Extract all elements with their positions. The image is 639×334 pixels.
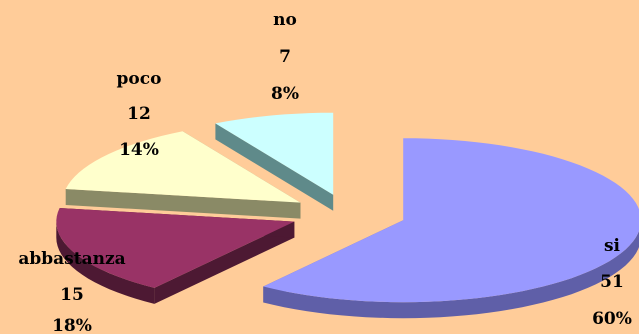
label-no-value: 7 <box>279 47 291 67</box>
label-poco-value: 12 <box>127 104 151 124</box>
label-abbastanza-name: abbastanza <box>18 249 125 269</box>
label-poco-percent: 14% <box>119 140 159 160</box>
label-poco-name: poco <box>117 69 162 89</box>
label-abbastanza-value: 15 <box>60 285 84 305</box>
slice-abbastanza-wall-start <box>154 221 295 304</box>
slice-poco <box>65 131 301 203</box>
label-no-percent: 8% <box>271 84 299 104</box>
slice-abbastanza-side <box>56 221 155 304</box>
slice-no <box>215 112 334 195</box>
label-abbastanza-percent: 18% <box>52 316 92 334</box>
slice-poco-wall-start <box>65 189 301 219</box>
label-si-name: si <box>604 236 621 256</box>
pie-slices <box>56 112 639 319</box>
slice-no-wall-start <box>215 123 334 211</box>
slice-abbastanza <box>56 208 295 288</box>
label-no-name: no <box>273 10 297 30</box>
slice-si <box>263 138 639 303</box>
label-si-value: 51 <box>600 272 624 292</box>
slice-si-side <box>263 230 639 319</box>
label-si-percent: 60% <box>592 309 632 329</box>
